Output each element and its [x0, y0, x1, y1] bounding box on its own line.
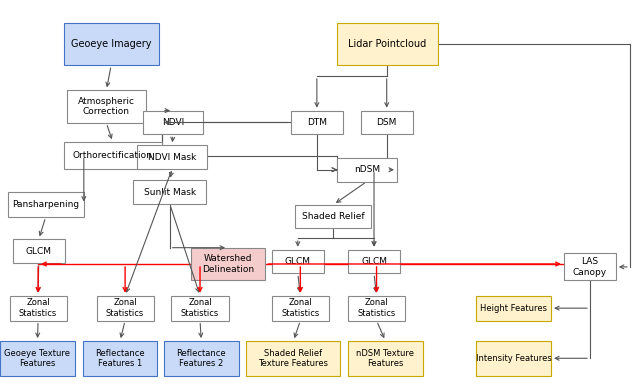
FancyBboxPatch shape — [348, 250, 400, 273]
Text: Geoeye Texture
Features: Geoeye Texture Features — [4, 349, 70, 368]
Text: GLCM: GLCM — [285, 257, 311, 266]
Text: Zonal
Statistics: Zonal Statistics — [181, 298, 219, 318]
Text: DTM: DTM — [307, 118, 327, 127]
Text: Lidar Pointcloud: Lidar Pointcloud — [348, 39, 427, 49]
FancyBboxPatch shape — [476, 341, 551, 376]
FancyBboxPatch shape — [337, 23, 438, 65]
FancyBboxPatch shape — [83, 341, 157, 376]
FancyBboxPatch shape — [13, 239, 65, 263]
Text: LAS
Canopy: LAS Canopy — [573, 257, 607, 276]
Text: Shaded Relief
Texture Features: Shaded Relief Texture Features — [258, 349, 328, 368]
Text: Zonal
Statistics: Zonal Statistics — [281, 298, 319, 318]
FancyBboxPatch shape — [164, 341, 239, 376]
FancyBboxPatch shape — [64, 142, 162, 169]
FancyBboxPatch shape — [67, 90, 146, 123]
Text: Geoeye Imagery: Geoeye Imagery — [71, 39, 151, 49]
Text: Zonal
Statistics: Zonal Statistics — [19, 298, 57, 318]
FancyBboxPatch shape — [272, 250, 324, 273]
Text: Sunlit Mask: Sunlit Mask — [144, 188, 196, 197]
Text: Shaded Relief: Shaded Relief — [302, 212, 364, 221]
Text: Intensity Features: Intensity Features — [476, 354, 552, 363]
FancyBboxPatch shape — [0, 341, 75, 376]
Text: Zonal
Statistics: Zonal Statistics — [106, 298, 144, 318]
Text: Zonal
Statistics: Zonal Statistics — [358, 298, 396, 318]
FancyBboxPatch shape — [337, 158, 397, 182]
FancyBboxPatch shape — [64, 23, 159, 65]
Text: Height Features: Height Features — [480, 304, 547, 313]
FancyBboxPatch shape — [133, 180, 206, 204]
FancyBboxPatch shape — [272, 296, 329, 321]
FancyBboxPatch shape — [137, 145, 207, 169]
FancyBboxPatch shape — [348, 296, 405, 321]
FancyBboxPatch shape — [8, 192, 84, 217]
Text: nDSM: nDSM — [354, 165, 380, 174]
FancyBboxPatch shape — [564, 253, 616, 280]
FancyBboxPatch shape — [361, 111, 413, 134]
Text: Reflectance
Features 2: Reflectance Features 2 — [177, 349, 226, 368]
FancyBboxPatch shape — [10, 296, 67, 321]
Text: DSM: DSM — [377, 118, 397, 127]
Text: NDVI Mask: NDVI Mask — [148, 152, 196, 162]
FancyBboxPatch shape — [348, 341, 423, 376]
FancyBboxPatch shape — [97, 296, 154, 321]
Text: Atmospheric
Correction: Atmospheric Correction — [78, 97, 135, 116]
Text: Orthorectification: Orthorectification — [73, 151, 152, 160]
Text: GLCM: GLCM — [26, 247, 51, 256]
FancyBboxPatch shape — [246, 341, 340, 376]
FancyBboxPatch shape — [295, 205, 371, 228]
FancyBboxPatch shape — [190, 248, 265, 280]
Text: GLCM: GLCM — [361, 257, 387, 266]
Text: NDVI: NDVI — [162, 118, 184, 127]
FancyBboxPatch shape — [476, 296, 551, 321]
FancyBboxPatch shape — [291, 111, 343, 134]
Text: Reflectance
Features 1: Reflectance Features 1 — [95, 349, 145, 368]
Text: Watershed
Delineation: Watershed Delineation — [202, 254, 254, 274]
FancyBboxPatch shape — [143, 111, 203, 134]
Text: Pansharpening: Pansharpening — [12, 200, 79, 209]
Text: nDSM Texture
Features: nDSM Texture Features — [356, 349, 415, 368]
FancyBboxPatch shape — [171, 296, 229, 321]
